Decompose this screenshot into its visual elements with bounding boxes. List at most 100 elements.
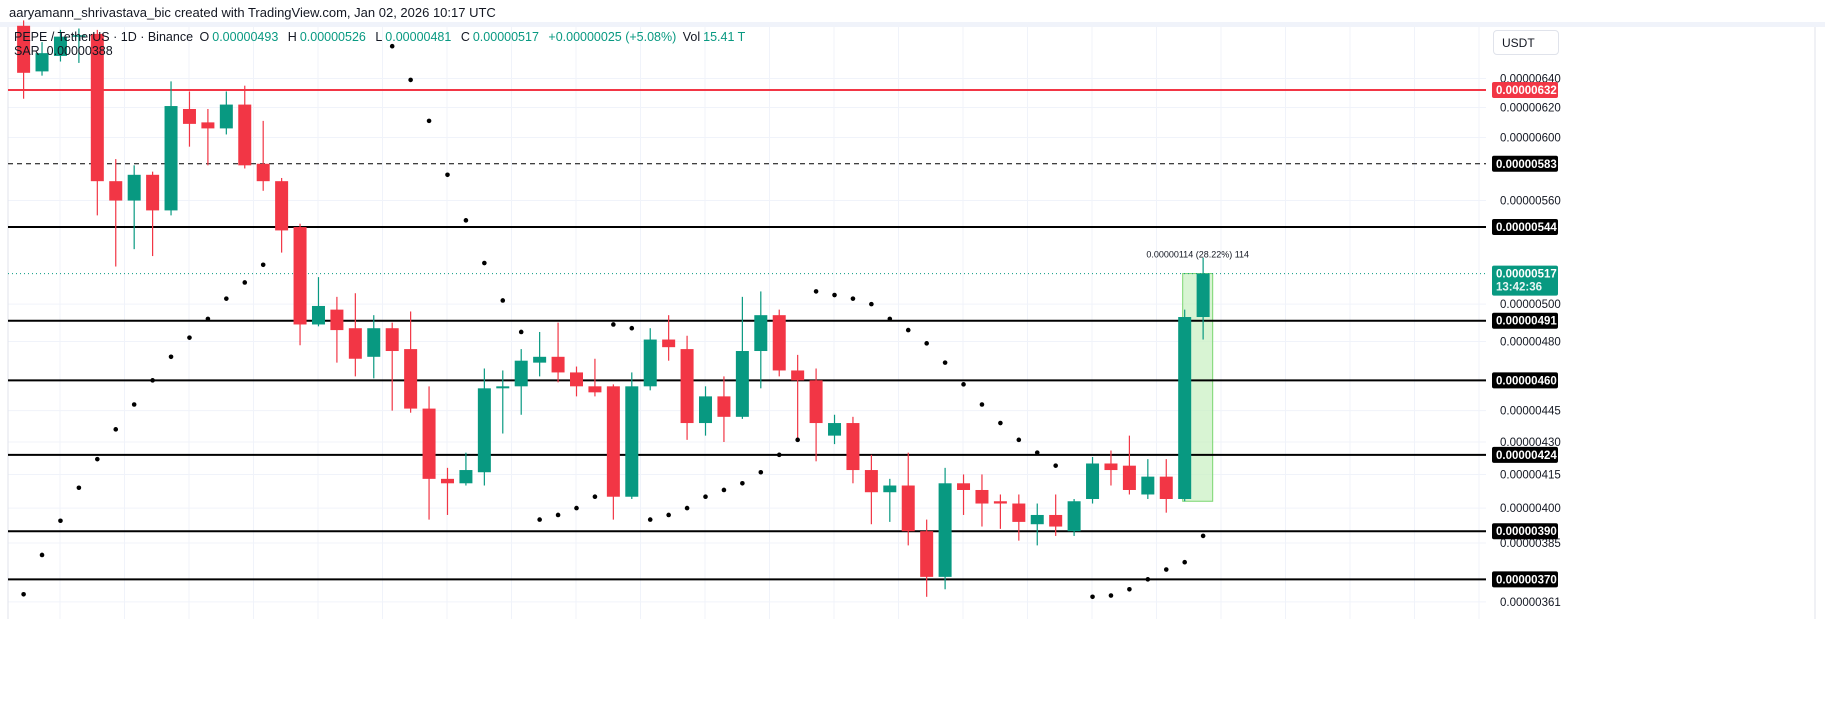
sar-dot: [869, 301, 874, 307]
sar-dot: [537, 517, 542, 522]
change-value: +0.00000025 (+5.08%): [548, 30, 677, 44]
candle-body: [1030, 514, 1044, 525]
candle: [717, 376, 731, 442]
candle-body: [625, 386, 639, 497]
sar-dot: [242, 280, 248, 285]
currency-button[interactable]: USDT: [1493, 30, 1559, 55]
sar-dots: [21, 43, 1206, 600]
candle-body: [883, 485, 897, 493]
candle: [957, 474, 971, 515]
candle-body: [422, 408, 436, 479]
candle: [662, 315, 676, 361]
candle: [883, 478, 897, 522]
y-tick-label: 0.00000430: [1500, 437, 1561, 449]
level-price-tag: [1492, 155, 1558, 172]
sar-dot: [905, 327, 911, 333]
candle-body: [864, 470, 878, 493]
sar-dot: [76, 485, 82, 491]
candle-body: [311, 305, 325, 325]
candle-body: [385, 328, 399, 352]
candle: [127, 165, 141, 250]
candle-body: [846, 423, 860, 471]
candle: [846, 416, 860, 484]
candle-body: [1141, 476, 1155, 495]
candle-body: [330, 309, 344, 331]
candle-body: [164, 106, 178, 211]
sar-dot: [887, 316, 893, 322]
candle: [588, 358, 602, 397]
candle-body: [275, 181, 289, 231]
candle: [385, 322, 399, 411]
candle: [1178, 309, 1192, 502]
sar-dot: [113, 427, 119, 432]
y-tick-label: 0.00000560: [1500, 196, 1561, 208]
sar-value: 0.00000388: [46, 44, 113, 58]
sar-dot: [1145, 577, 1151, 582]
candle: [680, 335, 694, 440]
sar-dot: [260, 262, 266, 268]
high-label: H: [287, 30, 297, 44]
candle: [496, 370, 510, 434]
candle: [35, 42, 49, 76]
candle: [293, 223, 307, 346]
candle-body: [606, 386, 620, 497]
sar-dot: [611, 322, 616, 327]
candle: [1030, 503, 1044, 546]
candle-body: [1159, 476, 1173, 499]
candle-body: [293, 227, 307, 325]
candle-body: [182, 108, 196, 124]
candle-body: [643, 339, 657, 387]
candle-body: [477, 388, 491, 473]
candle: [606, 384, 620, 520]
candle-body: [791, 370, 805, 381]
candle-body: [920, 531, 934, 577]
candle: [643, 328, 657, 391]
level-price-label: 0.00000544: [1496, 222, 1557, 234]
candle: [754, 291, 768, 389]
level-price-label: 0.00000424: [1496, 450, 1557, 462]
level-price-tag: [1492, 571, 1558, 588]
sar-dot: [942, 360, 948, 365]
candle: [920, 519, 934, 597]
candle: [514, 349, 528, 415]
candle-body: [680, 349, 694, 424]
candle-body: [17, 25, 31, 73]
candle-body: [1049, 514, 1063, 527]
sar-dot: [131, 402, 137, 407]
sar-dot: [629, 325, 635, 331]
bar-countdown-label: 13:42:36: [1496, 282, 1542, 294]
sar-dot: [1127, 586, 1132, 592]
candle: [330, 296, 344, 363]
level-price-label: 0.00000632: [1496, 85, 1557, 97]
candle: [1196, 257, 1210, 340]
sar-dot: [224, 296, 229, 301]
candle: [551, 322, 565, 383]
candle: [311, 277, 325, 327]
sar-dot: [1034, 450, 1040, 455]
candle-body: [1178, 317, 1192, 499]
sar-dot: [1053, 463, 1058, 468]
candle: [146, 171, 160, 257]
candle-body: [1104, 463, 1118, 471]
candle: [1104, 450, 1118, 486]
symbol-legend: PEPE / TetherUS · 1D · Binance O 0.000004…: [14, 30, 751, 44]
candle: [625, 372, 639, 499]
level-price-label: 0.00000460: [1496, 375, 1557, 387]
sar-legend[interactable]: SAR 0.00000388: [14, 44, 113, 58]
candle: [53, 29, 67, 62]
y-tick-label: 0.00000361: [1500, 597, 1561, 609]
sar-dot: [1090, 594, 1095, 600]
candle: [772, 309, 786, 377]
sar-dot: [445, 172, 450, 178]
sar-dot: [463, 218, 469, 223]
candle: [109, 159, 123, 267]
candle-body: [1012, 503, 1026, 522]
candle-body: [146, 174, 160, 211]
current-price-label: 0.00000517: [1496, 269, 1557, 281]
sar-dot: [979, 402, 985, 407]
symbol-title[interactable]: PEPE / TetherUS · 1D · Binance: [14, 30, 194, 44]
level-price-tag: [1492, 312, 1558, 329]
candle: [993, 494, 1007, 529]
y-tick-label: 0.00000500: [1500, 299, 1561, 311]
